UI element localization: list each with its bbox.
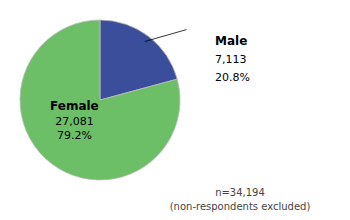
data-label: 79.2%: [57, 129, 92, 142]
pie: [20, 20, 180, 180]
annotation: (non-respondents excluded): [170, 201, 311, 212]
slice-label: Male: [215, 34, 247, 48]
inside-label: Female 27,08179.2%: [50, 99, 99, 142]
count-label: 7,113: [215, 53, 247, 66]
count-label: 27,081: [55, 115, 94, 128]
leader-line: [145, 30, 187, 42]
outside-label: Male 7,113 20.8%: [215, 34, 250, 84]
data-label: 20.8%: [215, 71, 250, 84]
notes: n=34,194 (non-respondents excluded): [170, 187, 311, 212]
chart: Female 27,08179.2% Male 7,113 20.8% n=34,194 (…: [0, 0, 350, 220]
slice: [20, 20, 180, 180]
annotation: n=34,194: [215, 187, 265, 198]
slice-label: Female: [50, 99, 99, 113]
